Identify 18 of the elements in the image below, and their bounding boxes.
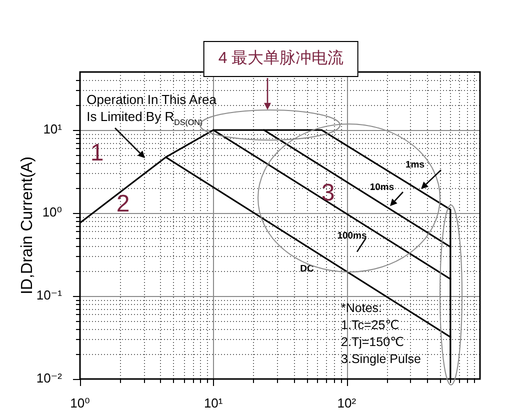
annotation: 3 bbox=[321, 179, 335, 206]
x-tick-label: 10⁰ bbox=[70, 395, 90, 410]
series-label: 1ms bbox=[405, 160, 425, 171]
y-tick-label: 10⁻² bbox=[36, 370, 63, 386]
annotation: 1 bbox=[90, 140, 104, 167]
text: 4 最大单脉冲电流 bbox=[203, 41, 359, 78]
y-axis-title: ID,Drain Current(A) bbox=[19, 156, 36, 294]
annotation: Operation In This Area Is Limited By R$_{DS(ON)}$ bbox=[86, 91, 217, 130]
series-label: 10ms bbox=[370, 182, 394, 193]
x-tick-label: 10² bbox=[337, 395, 357, 410]
y-tick-label: 10⁻¹ bbox=[36, 288, 63, 303]
annotation: 2 bbox=[116, 190, 130, 218]
x-tick-label: 10¹ bbox=[204, 395, 224, 410]
y-tick-label: 10¹ bbox=[43, 122, 63, 137]
y-tick-label: 10⁰ bbox=[42, 204, 62, 220]
series-label: 100ms bbox=[337, 230, 367, 242]
annotation: *Notes: 1.Tc=25℃ 2.Tj=150℃ 3.Single Pulse bbox=[341, 300, 421, 368]
series-label: DC bbox=[300, 264, 314, 275]
